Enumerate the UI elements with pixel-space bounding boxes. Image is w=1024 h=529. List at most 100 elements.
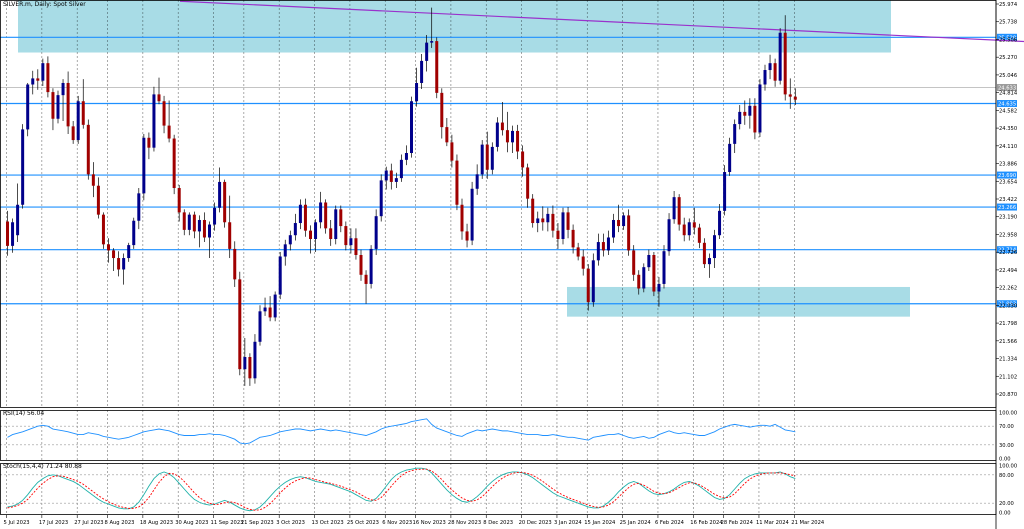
- candle-body-68: [349, 238, 353, 246]
- candle-body-143: [728, 143, 732, 173]
- rsi-tick-label-2: 30.00: [999, 443, 1014, 449]
- time-axis[interactable]: 5 Jul 2023 17 Jul 2023 27 Jul 2023 8 Aug 20…: [4, 515, 825, 526]
- price-tick-label-1: 25.738: [999, 20, 1017, 26]
- price-tick-label-19: 21.566: [999, 339, 1017, 345]
- candle-body-83: [425, 42, 429, 61]
- candle-body-130: [662, 251, 666, 284]
- price-tick-label-10: 23.654: [999, 179, 1018, 185]
- candle-body-112: [571, 229, 575, 248]
- candle-body-8: [46, 63, 50, 93]
- candle-body-53: [273, 294, 277, 318]
- candle-body-3: [21, 129, 25, 205]
- time-tick-label-22: 11 Mar 2024: [756, 520, 790, 526]
- candle-body-156: [793, 96, 797, 100]
- trendline-layer[interactable]: [179, 0, 1024, 43]
- stoch-title: Stoch(15,4,4) 71.24 80.88: [3, 463, 82, 470]
- rsi-tick-label-3: 0.00: [999, 457, 1011, 463]
- price-axis[interactable]: 25.974 25.738 25.506 25.270 25.046 24.814 24.5…: [996, 2, 1018, 517]
- candle-body-95: [485, 144, 489, 170]
- price-tick-label-9: 23.886: [999, 162, 1017, 168]
- candle-body-14: [76, 101, 80, 141]
- candle-body-40: [208, 224, 211, 238]
- candle-body-148: [753, 105, 757, 133]
- candle-body-50: [258, 311, 262, 342]
- candle-body-107: [546, 213, 550, 223]
- price-tick-label-3: 25.270: [999, 55, 1017, 61]
- candle-body-102: [521, 151, 525, 168]
- rsi-tick-label-0: 100.00: [999, 410, 1017, 416]
- candle-body-132: [672, 197, 676, 220]
- candle-body-66: [339, 209, 343, 227]
- symbol-title: SILVER.m, Daily: Spot Silver: [3, 1, 86, 8]
- candle-body-120: [612, 219, 615, 238]
- candle-body-81: [415, 82, 419, 102]
- price-tick-label-15: 22.494: [999, 268, 1018, 274]
- horizontal-levels[interactable]: 25.520 24.635 23.690 23.266 22.714 21.993 24.6…: [0, 33, 1017, 308]
- candle-body-131: [667, 219, 671, 252]
- level-tag-5: [997, 300, 1017, 308]
- candle-body-93: [475, 174, 479, 189]
- candle-body-24: [127, 245, 131, 259]
- time-tick-label-21: 28 Feb 2024: [721, 520, 754, 526]
- candle-body-153: [778, 32, 782, 81]
- rsi-panel: [0, 418, 996, 446]
- candle-body-45: [233, 248, 237, 280]
- candle-body-147: [748, 105, 752, 116]
- candle-body-61: [314, 222, 318, 240]
- time-tick-label-7: 21 Sep 2023: [241, 520, 274, 526]
- time-tick-label-8: 3 Oct 2023: [276, 520, 305, 526]
- level-tag-4: [997, 246, 1017, 254]
- level-label-4: 22.714: [998, 248, 1017, 254]
- candle-body-6: [36, 78, 40, 81]
- candle-body-7: [41, 63, 45, 81]
- supply-demand-zones: [18, 0, 910, 317]
- time-tick-label-11: 6 Nov 2023: [382, 520, 412, 526]
- time-tick-label-20: 16 Feb 2024: [690, 520, 723, 526]
- candle-body-89: [455, 160, 459, 205]
- candle-body-5: [31, 78, 35, 85]
- candle-body-17: [91, 174, 95, 186]
- candle-body-72: [369, 248, 373, 284]
- candle-body-12: [66, 82, 70, 127]
- candle-body-64: [329, 228, 333, 240]
- stoch-tick-label-3: 0.00: [999, 511, 1011, 517]
- price-tick-label-8: 24.110: [999, 144, 1017, 150]
- candle-body-54: [278, 256, 282, 295]
- candle-body-26: [137, 193, 141, 221]
- time-tick-label-23: 21 Mar 2024: [791, 520, 825, 526]
- zone-1: [567, 286, 910, 317]
- price-tick-label-21: 21.102: [999, 374, 1017, 380]
- candle-body-133: [677, 197, 681, 225]
- candle-body-74: [379, 180, 383, 217]
- candle-body-144: [733, 124, 737, 144]
- time-tick-label-6: 11 Sep 2023: [211, 520, 244, 526]
- candle-body-62: [319, 202, 323, 223]
- candle-body-23: [122, 258, 126, 270]
- panel-frame-0: [0, 0, 997, 408]
- time-tick-label-3: 8 Aug 2023: [105, 520, 135, 526]
- candle-body-65: [334, 209, 338, 240]
- level-label-5: 21.993: [998, 302, 1016, 308]
- candle-body-48: [248, 357, 252, 379]
- price-tick-label-0: 25.974: [999, 2, 1018, 8]
- candle-body-15: [81, 101, 85, 125]
- time-tick-label-2: 27 Jul 2023: [74, 520, 103, 526]
- candle-body-101: [516, 130, 520, 152]
- stochastic-panel: [0, 467, 996, 512]
- level-tag-2: [997, 171, 1017, 179]
- price-tick-label-11: 23.422: [999, 197, 1017, 203]
- candle-body-137: [697, 227, 701, 243]
- stoch-tick-label-0: 100.00: [999, 463, 1017, 469]
- candle-body-22: [117, 258, 121, 270]
- time-tick-label-10: 25 Oct 2023: [347, 520, 379, 526]
- candle-body-142: [723, 172, 727, 211]
- candle-body-94: [480, 144, 484, 175]
- price-tick-label-22: 20.870: [999, 392, 1017, 398]
- candle-body-104: [531, 198, 535, 224]
- candle-body-60: [309, 230, 312, 240]
- candle-body-87: [445, 127, 449, 143]
- level-tag-1: [997, 100, 1017, 108]
- candle-body-138: [702, 242, 706, 265]
